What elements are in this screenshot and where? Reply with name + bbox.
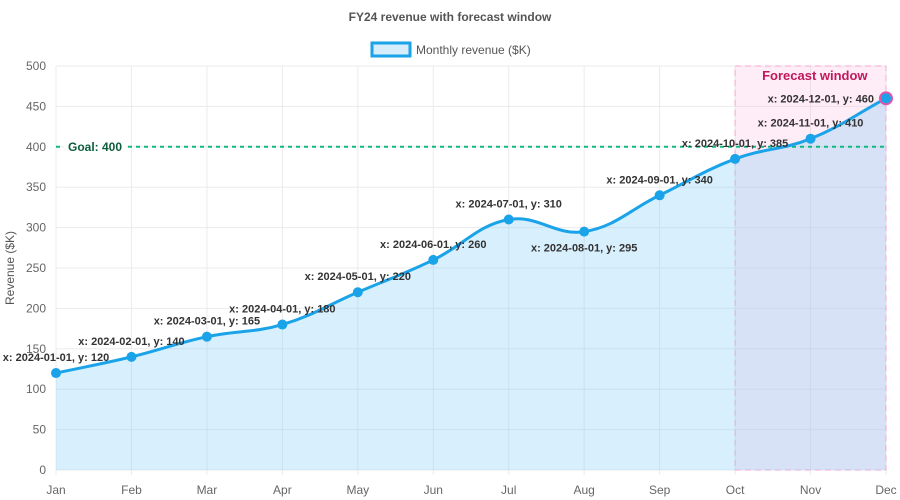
x-tick-label: Apr [273, 483, 292, 497]
data-label: x: 2024-08-01, y: 295 [531, 243, 637, 255]
y-tick-label: 0 [39, 463, 46, 477]
data-point [654, 190, 665, 201]
x-tick-label: Dec [875, 483, 896, 497]
data-point [277, 319, 288, 330]
y-tick-label: 250 [26, 261, 46, 275]
legend[interactable]: Monthly revenue ($K) [370, 41, 531, 58]
y-tick-label: 300 [26, 221, 46, 235]
goal-label-background [64, 138, 126, 155]
forecast-window-box [734, 65, 887, 471]
x-tick-label: Nov [800, 483, 821, 497]
data-label: x: 2024-02-01, y: 140 [78, 336, 184, 348]
data-label: x: 2024-11-01, y: 410 [758, 118, 864, 130]
data-point [503, 214, 514, 225]
y-tick-label: 150 [26, 342, 46, 356]
data-label: x: 2024-04-01, y: 180 [229, 304, 335, 316]
y-tick-label: 350 [26, 180, 46, 194]
data-point [126, 351, 137, 362]
y-axis-title: Revenue ($K) [3, 231, 17, 305]
x-tick-label: May [346, 483, 369, 497]
data-label: x: 2024-12-01, y: 460 [768, 93, 874, 105]
forecast-window-label: Forecast window [762, 68, 868, 83]
data-point [352, 287, 363, 298]
data-label: x: 2024-10-01, y: 385 [682, 138, 788, 150]
goal-label: Goal: 400 [68, 140, 122, 154]
y-tick-label: 50 [33, 423, 47, 437]
y-tick-label: 450 [26, 99, 46, 113]
data-label: x: 2024-05-01, y: 220 [305, 271, 411, 283]
y-tick-label: 500 [26, 59, 46, 73]
data-point [201, 331, 212, 342]
data-point [428, 254, 439, 265]
x-tick-label: Mar [197, 483, 218, 497]
data-point [51, 368, 61, 379]
legend-swatch [370, 41, 412, 58]
y-tick-label: 100 [26, 382, 46, 396]
data-label: x: 2024-01-01, y: 120 [3, 352, 109, 364]
x-tick-label: Jul [501, 483, 516, 497]
legend-label: Monthly revenue ($K) [416, 43, 531, 57]
data-point [730, 153, 741, 164]
x-tick-label: Aug [574, 483, 595, 497]
data-point [579, 226, 590, 237]
x-tick-label: Jun [424, 483, 443, 497]
x-tick-label: Feb [121, 483, 142, 497]
x-tick-label: Jan [46, 483, 65, 497]
data-label: x: 2024-07-01, y: 310 [456, 199, 562, 211]
y-tick-label: 200 [26, 301, 46, 315]
data-label: x: 2024-09-01, y: 340 [606, 174, 712, 186]
chart-title: FY24 revenue with forecast window [349, 10, 552, 24]
series-area [56, 98, 886, 470]
x-tick-label: Sep [649, 483, 671, 497]
data-label: x: 2024-03-01, y: 165 [154, 316, 260, 328]
data-point [805, 133, 816, 144]
y-tick-label: 400 [26, 140, 46, 154]
data-point [881, 93, 891, 104]
data-label: x: 2024-06-01, y: 260 [380, 239, 486, 251]
x-tick-label: Oct [726, 483, 745, 497]
